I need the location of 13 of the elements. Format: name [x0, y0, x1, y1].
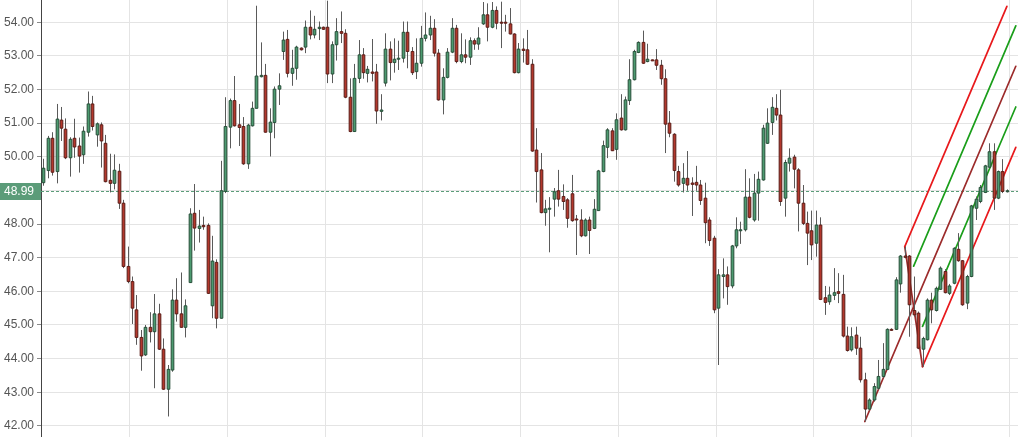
y-tick-label: 54.00	[3, 14, 35, 29]
y-tick-label: 48.00	[3, 216, 35, 231]
y-tick-label: 42.00	[3, 418, 35, 433]
y-tick-label: 45.00	[3, 317, 35, 332]
y-tick-label: 43.00	[3, 384, 35, 399]
y-tick-label: 51.00	[3, 115, 35, 130]
y-tick-label: 52.00	[3, 81, 35, 96]
y-tick-label: 44.00	[3, 350, 35, 365]
y-tick-label: 53.00	[3, 48, 35, 63]
y-tick-label: 46.00	[3, 283, 35, 298]
y-tick-label: 50.00	[3, 149, 35, 164]
ref-line-label: 48.99	[3, 184, 35, 199]
y-tick-label: 47.00	[3, 250, 35, 264]
